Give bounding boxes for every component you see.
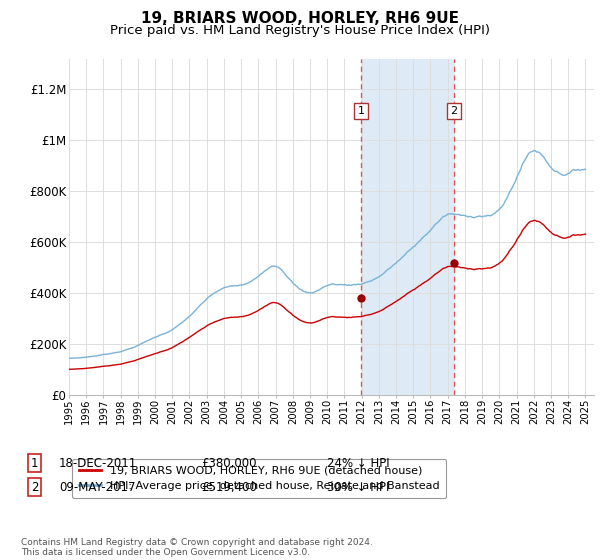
Text: 2: 2 (451, 106, 457, 116)
Text: 09-MAY-2017: 09-MAY-2017 (59, 480, 136, 494)
Text: Contains HM Land Registry data © Crown copyright and database right 2024.
This d: Contains HM Land Registry data © Crown c… (21, 538, 373, 557)
Text: £519,400: £519,400 (201, 480, 257, 494)
Legend: 19, BRIARS WOOD, HORLEY, RH6 9UE (detached house), HPI: Average price, detached : 19, BRIARS WOOD, HORLEY, RH6 9UE (detach… (72, 459, 446, 498)
Text: 2: 2 (31, 480, 38, 494)
Bar (361, 59, 454, 395)
Text: Price paid vs. HM Land Registry's House Price Index (HPI): Price paid vs. HM Land Registry's House … (110, 24, 490, 36)
Text: £380,000: £380,000 (201, 456, 257, 470)
Text: 24% ↓ HPI: 24% ↓ HPI (327, 456, 389, 470)
Text: 19, BRIARS WOOD, HORLEY, RH6 9UE: 19, BRIARS WOOD, HORLEY, RH6 9UE (141, 11, 459, 26)
Text: 18-DEC-2011: 18-DEC-2011 (59, 456, 137, 470)
Text: 1: 1 (358, 106, 364, 116)
Text: 1: 1 (31, 456, 38, 470)
Text: 30% ↓ HPI: 30% ↓ HPI (327, 480, 389, 494)
